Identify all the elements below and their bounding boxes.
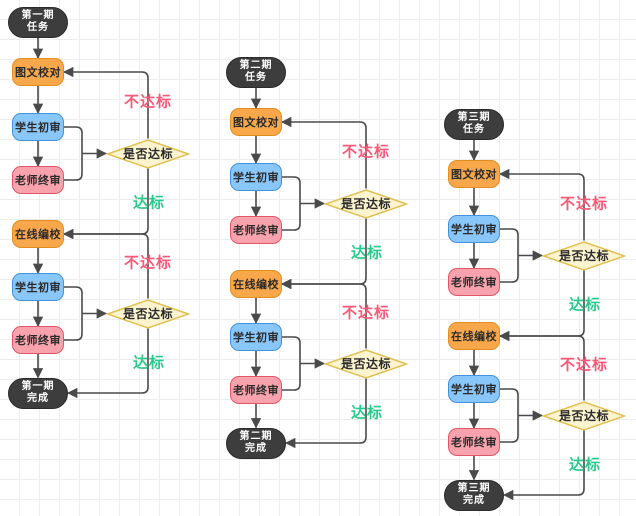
node-phase-3-teacher1[interactable]: 老师终审	[448, 268, 500, 296]
node-label-line: 完成	[245, 443, 267, 454]
edge-phase-3-decision1-fail-proof	[498, 168, 585, 241]
node-phase-3-student1[interactable]: 学生初审	[448, 215, 500, 243]
node-label-line: 任务	[27, 22, 49, 33]
diamond-shape	[542, 240, 626, 271]
edge-phase-2-teacher2-merge2	[282, 363, 301, 391]
node-label: 是否达标	[340, 357, 391, 371]
node-label: 是否达标	[558, 249, 609, 263]
branch-label-phase-2-pass2: 达标	[350, 404, 384, 422]
node-phase-3-edit[interactable]: 在线编校	[448, 322, 500, 350]
node-phase-2-decision2[interactable]: 是否达标	[324, 348, 408, 379]
node-phase-2-student2[interactable]: 学生初审	[230, 323, 282, 351]
edge-phase-1-teacher1-merge1	[64, 153, 83, 181]
node-phase-1-decision1[interactable]: 是否达标	[106, 138, 190, 169]
node-phase-1-teacher1[interactable]: 老师终审	[12, 166, 64, 194]
edge-phase-3-decision2-fail-edit	[498, 330, 585, 401]
node-label-line: 任务	[245, 72, 267, 83]
node-label-line: 第二期	[239, 59, 273, 71]
node-phase-3-student2[interactable]: 学生初审	[448, 375, 500, 403]
node-label: 是否达标	[122, 147, 173, 161]
node-phase-1-student2[interactable]: 学生初审	[12, 273, 64, 301]
edge-phase-1-decision2-fail-edit	[62, 228, 149, 299]
node-phase-3-task[interactable]: 第三期 任务	[444, 108, 504, 140]
node-phase-1-proof[interactable]: 图文校对	[12, 58, 64, 86]
node-phase-1-done[interactable]: 第一期 完成	[8, 377, 68, 409]
edge-phase-3-student1-merge1	[500, 228, 519, 256]
diamond-shape	[106, 298, 190, 329]
branch-label-phase-3-pass1: 达标	[568, 296, 602, 314]
node-phase-2-task[interactable]: 第二期 任务	[226, 56, 286, 88]
edge-phase-1-student1-merge1	[64, 126, 83, 154]
node-phase-2-teacher2[interactable]: 老师终审	[230, 376, 282, 404]
edge-phase-2-student1-merge1	[282, 176, 301, 204]
node-phase-3-decision1[interactable]: 是否达标	[542, 240, 626, 271]
node-phase-2-edit[interactable]: 在线编校	[230, 270, 282, 298]
diamond-shape	[542, 400, 626, 431]
branch-label-phase-3-fail1: 不达标	[559, 195, 609, 213]
node-label: 是否达标	[122, 307, 173, 321]
branch-label-phase-2-fail2: 不达标	[341, 304, 391, 322]
edge-phase-2-student2-merge2	[282, 336, 301, 364]
node-phase-2-done[interactable]: 第二期 完成	[226, 427, 286, 459]
branch-label-phase-1-fail2: 不达标	[123, 254, 173, 272]
edge-phase-3-decision2-pass-done	[502, 430, 585, 501]
node-phase-1-task[interactable]: 第一期 任务	[8, 6, 68, 38]
edge-phase-3-student2-merge2	[500, 388, 519, 416]
node-phase-2-decision1[interactable]: 是否达标	[324, 188, 408, 219]
edge-phase-1-decision1-fail-proof	[62, 66, 149, 139]
node-label-line: 第三期	[457, 482, 491, 494]
diamond-shape	[324, 188, 408, 219]
branch-label-phase-3-fail2: 不达标	[559, 356, 609, 374]
node-phase-2-teacher1[interactable]: 老师终审	[230, 216, 282, 244]
node-phase-1-teacher2[interactable]: 老师终审	[12, 326, 64, 354]
node-label-line: 第三期	[457, 111, 491, 123]
edge-phase-3-teacher1-merge1	[500, 255, 519, 283]
edge-phase-2-decision2-pass-done	[284, 378, 367, 449]
node-label: 是否达标	[340, 197, 391, 211]
branch-label-phase-1-fail1: 不达标	[123, 93, 173, 111]
node-phase-3-teacher2[interactable]: 老师终审	[448, 428, 500, 456]
edge-phase-1-student2-merge2	[64, 286, 83, 314]
diamond-shape	[324, 348, 408, 379]
branch-label-phase-2-pass1: 达标	[350, 244, 384, 262]
edge-phase-2-decision2-fail-edit	[280, 278, 367, 349]
edge-phase-1-decision2-pass-done	[66, 328, 149, 399]
branch-label-phase-1-pass2: 达标	[132, 354, 166, 372]
node-label-line: 第一期	[21, 380, 55, 392]
node-phase-1-decision2[interactable]: 是否达标	[106, 298, 190, 329]
node-phase-3-done[interactable]: 第三期 完成	[444, 479, 504, 511]
node-label-line: 完成	[463, 495, 485, 506]
edge-phase-3-teacher2-merge2	[500, 415, 519, 443]
node-phase-3-decision2[interactable]: 是否达标	[542, 400, 626, 431]
node-phase-3-proof[interactable]: 图文校对	[448, 160, 500, 188]
branch-label-phase-2-fail1: 不达标	[341, 143, 391, 161]
edge-phase-2-teacher1-merge1	[282, 203, 301, 231]
node-label-line: 第二期	[239, 430, 273, 442]
edge-phase-2-decision1-fail-proof	[280, 116, 367, 189]
edge-phase-1-teacher2-merge2	[64, 313, 83, 341]
node-label: 是否达标	[558, 409, 609, 423]
node-phase-2-proof[interactable]: 图文校对	[230, 108, 282, 136]
branch-label-phase-3-pass2: 达标	[568, 456, 602, 474]
branch-label-phase-1-pass1: 达标	[132, 194, 166, 212]
node-phase-2-student1[interactable]: 学生初审	[230, 163, 282, 191]
node-label-line: 任务	[463, 124, 485, 135]
node-phase-1-edit[interactable]: 在线编校	[12, 220, 64, 248]
node-label-line: 完成	[27, 393, 49, 404]
diamond-shape	[106, 138, 190, 169]
node-label-line: 第一期	[21, 9, 55, 21]
node-phase-1-student1[interactable]: 学生初审	[12, 113, 64, 141]
